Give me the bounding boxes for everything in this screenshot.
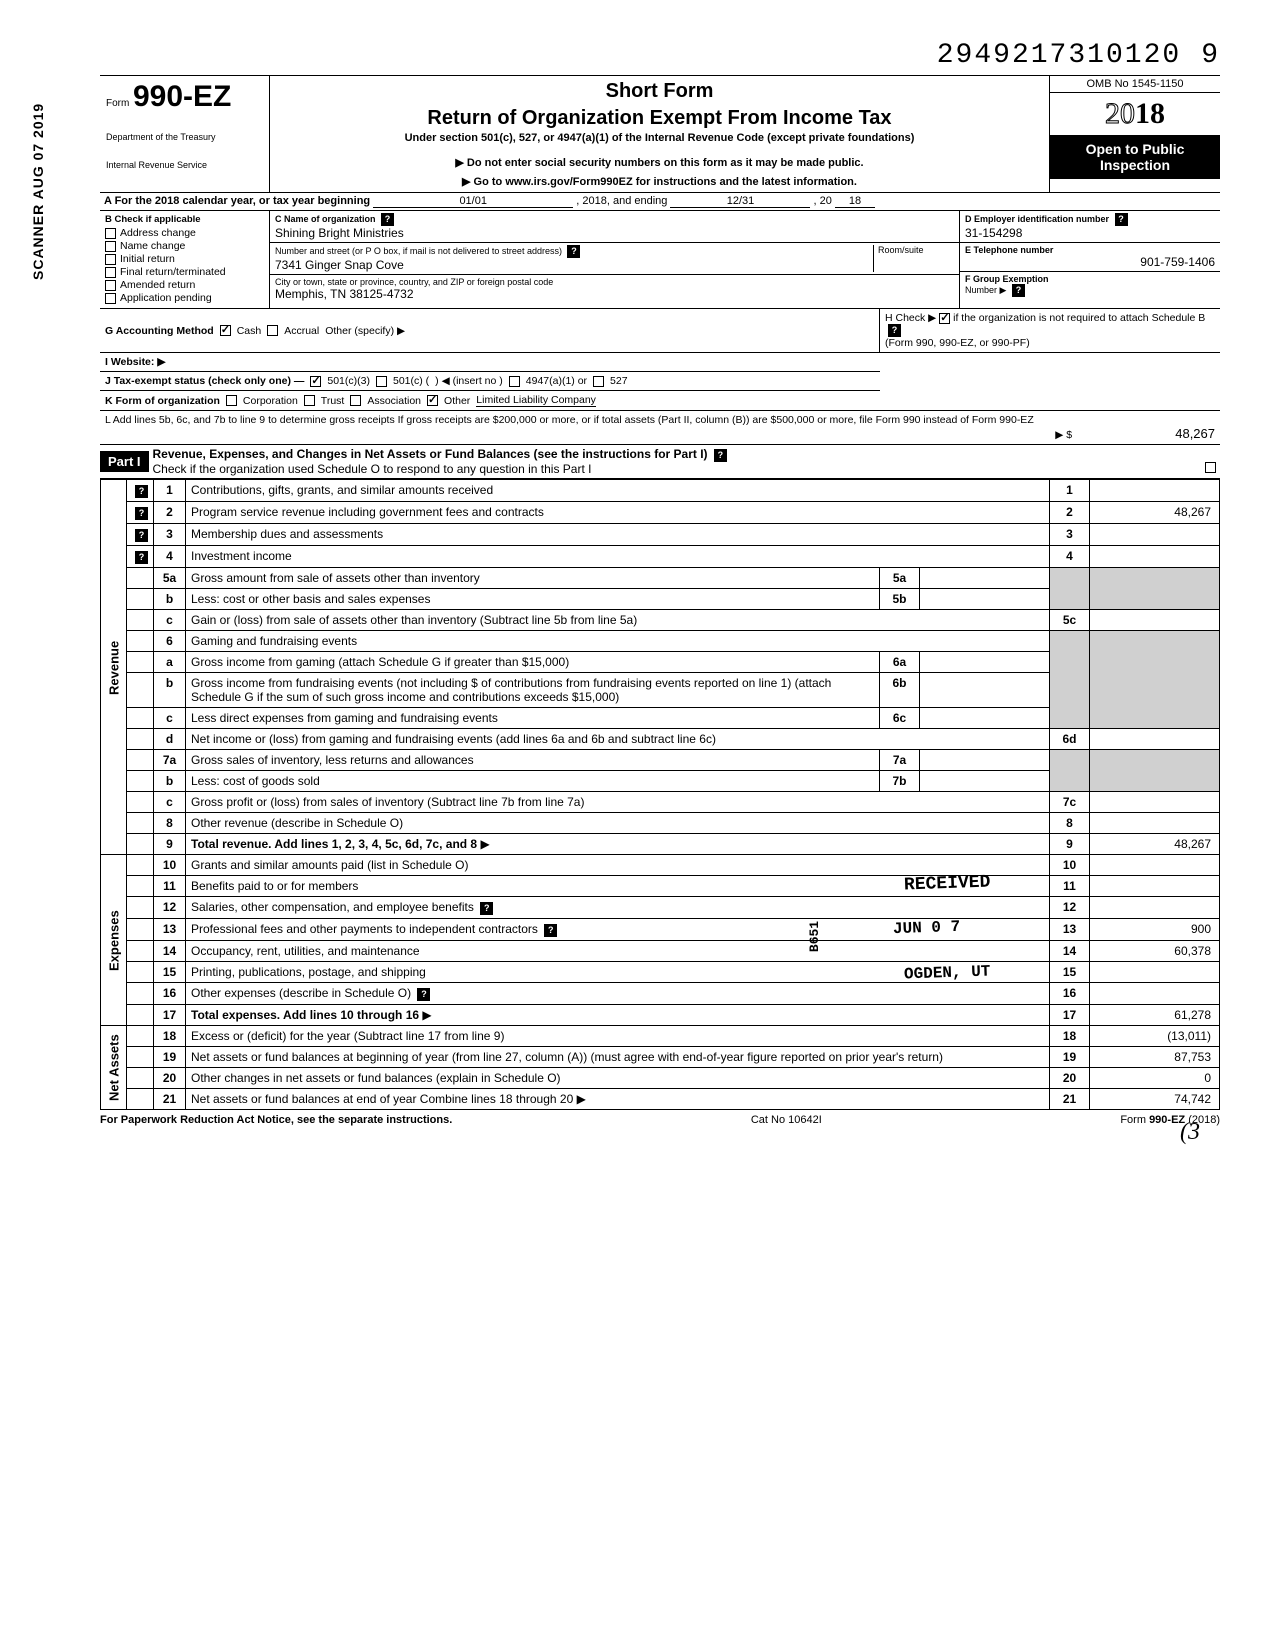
phone-label: E Telephone number [965,245,1215,255]
room-suite-label: Room/suite [874,245,954,272]
cb-4947[interactable] [509,376,520,387]
help-icon: ? [1115,213,1128,226]
cb-address-change[interactable]: Address change [105,227,264,239]
goto-url: ▶ Go to www.irs.gov/Form990EZ for instru… [278,175,1041,188]
ein-value: 31-154298 [965,226,1215,240]
cb-cash[interactable] [220,325,231,336]
omb-number: OMB No 1545-1150 [1050,76,1220,93]
dept-treasury: Department of the Treasury [106,132,263,142]
help-icon: ? [567,245,580,258]
handwritten-page-number: (3 [1180,1119,1200,1146]
row-k-form-org: K Form of organization Corporation Trust… [100,391,1220,411]
cb-initial-return[interactable]: Initial return [105,253,264,265]
part-1-header: Part I Revenue, Expenses, and Changes in… [100,445,1220,479]
cb-schedule-o-part1[interactable] [1205,462,1216,473]
org-name-value: Shining Bright Ministries [275,226,954,240]
help-icon: ? [381,213,394,226]
help-icon: ? [714,449,727,462]
cb-501c[interactable] [376,376,387,387]
group-exemption-number: Number ▶ ? [965,284,1215,297]
cat-no: Cat No 10642I [751,1114,822,1126]
dept-irs: Internal Revenue Service [106,160,263,170]
phone-value: 901-759-1406 [965,255,1215,269]
help-icon: ? [135,551,148,564]
ein-label: D Employer identification number ? [965,213,1215,226]
form-ref: Form 990-EZ (2018) [1120,1114,1220,1126]
city-label: City or town, state or province, country… [275,277,954,287]
section-bcde: B Check if applicable Address change Nam… [100,211,1220,309]
part-1-table: Revenue ? 1Contributions, gifts, grants,… [100,479,1220,1110]
street-label: Number and street (or P O box, if mail i… [275,245,869,258]
col-b-header: B Check if applicable [105,214,264,225]
help-icon: ? [417,988,430,1001]
revenue-side-label: Revenue [101,480,127,855]
short-form-label: Short Form [278,80,1041,103]
cb-501c3[interactable] [310,376,321,387]
cb-trust[interactable] [304,395,315,406]
open-to-public: Open to Public Inspection [1050,135,1220,179]
help-icon: ? [480,902,493,915]
cb-association[interactable] [350,395,361,406]
row-j-tax-status: J Tax-exempt status (check only one) — 5… [100,372,880,391]
under-section: Under section 501(c), 527, or 4947(a)(1)… [278,132,1041,144]
cb-name-change[interactable]: Name change [105,240,264,252]
tax-year: 2018 [1050,93,1220,135]
city-value: Memphis, TN 38125-4732 [275,287,954,301]
help-icon: ? [1012,284,1025,297]
paperwork-notice: For Paperwork Reduction Act Notice, see … [100,1114,452,1126]
cb-527[interactable] [593,376,604,387]
row-g-accounting: G Accounting Method Cash Accrual Other (… [100,309,880,352]
street-value: 7341 Ginger Snap Cove [275,258,869,272]
org-name-label: C Name of organization ? [275,213,954,226]
row-h-schedule-b: H Check ▶ if the organization is not req… [880,309,1220,352]
help-icon: ? [135,485,148,498]
return-title: Return of Organization Exempt From Incom… [278,107,1041,130]
expenses-side-label: Expenses [101,855,127,1026]
do-not-enter: ▶ Do not enter social security numbers o… [278,156,1041,169]
row-i-website: I Website: ▶ [100,353,880,372]
net-assets-side-label: Net Assets [101,1026,127,1110]
help-icon: ? [135,507,148,520]
cb-corporation[interactable] [226,395,237,406]
cb-accrual[interactable] [267,325,278,336]
footer: For Paperwork Reduction Act Notice, see … [100,1110,1220,1126]
cb-schedule-b[interactable] [939,313,950,324]
row-l-gross-receipts: L Add lines 5b, 6c, and 7b to line 9 to … [100,411,1220,445]
form-prefix: Form [106,98,129,109]
cb-final-return[interactable]: Final return/terminated [105,266,264,278]
cb-application-pending[interactable]: Application pending [105,292,264,304]
cb-other-org[interactable] [427,395,438,406]
help-icon: ? [544,924,557,937]
document-locator-number: 29492173101209 [100,40,1220,71]
form-number: 990-EZ [133,80,231,113]
row-a-tax-year: A For the 2018 calendar year, or tax yea… [100,192,1220,211]
form-header: Form 990-EZ Department of the Treasury I… [100,75,1220,192]
cb-amended-return[interactable]: Amended return [105,279,264,291]
scanner-sidebar-text: SCANNER AUG 07 2019 [30,103,46,280]
help-icon: ? [135,529,148,542]
group-exemption-label: F Group Exemption [965,274,1215,284]
help-icon: ? [888,324,901,337]
